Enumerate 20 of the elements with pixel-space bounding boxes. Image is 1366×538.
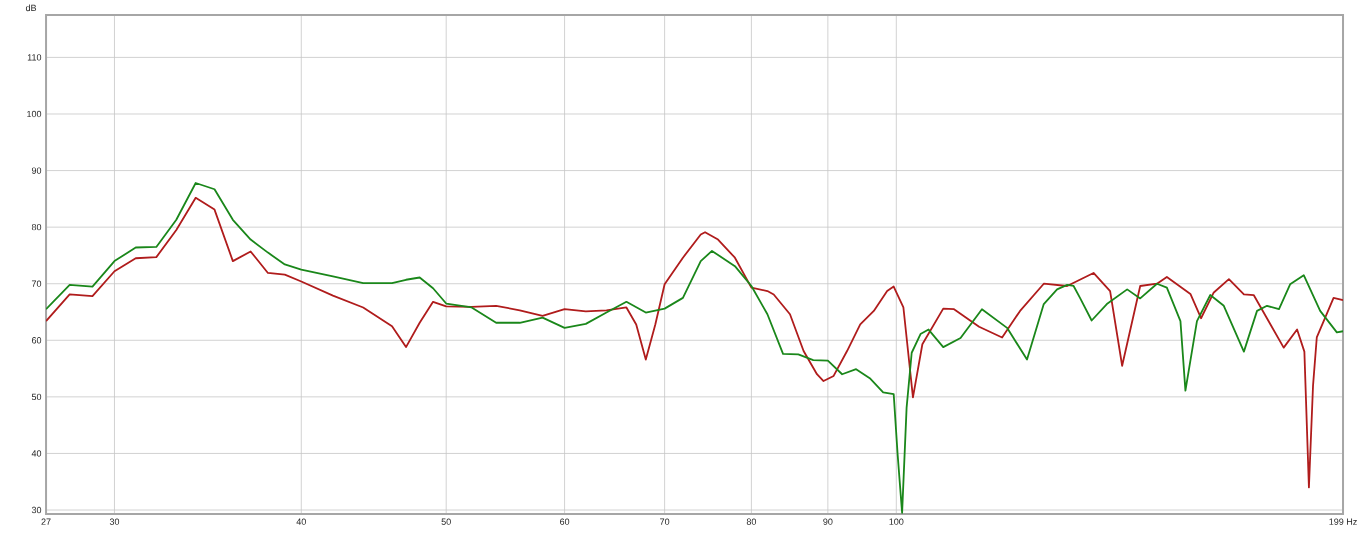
y-tick-label: 90 xyxy=(31,167,42,174)
y-tick-label: 60 xyxy=(31,337,42,344)
x-tick-label: 70 xyxy=(660,518,670,525)
y-axis-title: dB xyxy=(25,4,37,12)
y-tick-label: 80 xyxy=(31,223,42,231)
y-tick-label: 30 xyxy=(31,506,42,514)
x-tick-label: 80 xyxy=(746,518,757,525)
x-tick-label: 50 xyxy=(441,518,451,525)
x-tick-label: 199 Hz xyxy=(1329,518,1357,525)
y-tick-label: 110 xyxy=(27,54,42,61)
y-tick-label: 70 xyxy=(31,280,42,287)
x-tick-label: 40 xyxy=(296,518,306,525)
y-tick-label: 40 xyxy=(31,450,42,457)
x-tick-label: 60 xyxy=(560,518,570,525)
x-tick-label: 100 xyxy=(889,518,904,525)
x-tick-label: 30 xyxy=(109,518,120,525)
y-tick-label: 50 xyxy=(31,393,42,401)
y-tick-label: 100 xyxy=(27,110,42,118)
x-tick-label: 90 xyxy=(823,518,833,525)
x-tick-label: 27 xyxy=(41,518,51,525)
